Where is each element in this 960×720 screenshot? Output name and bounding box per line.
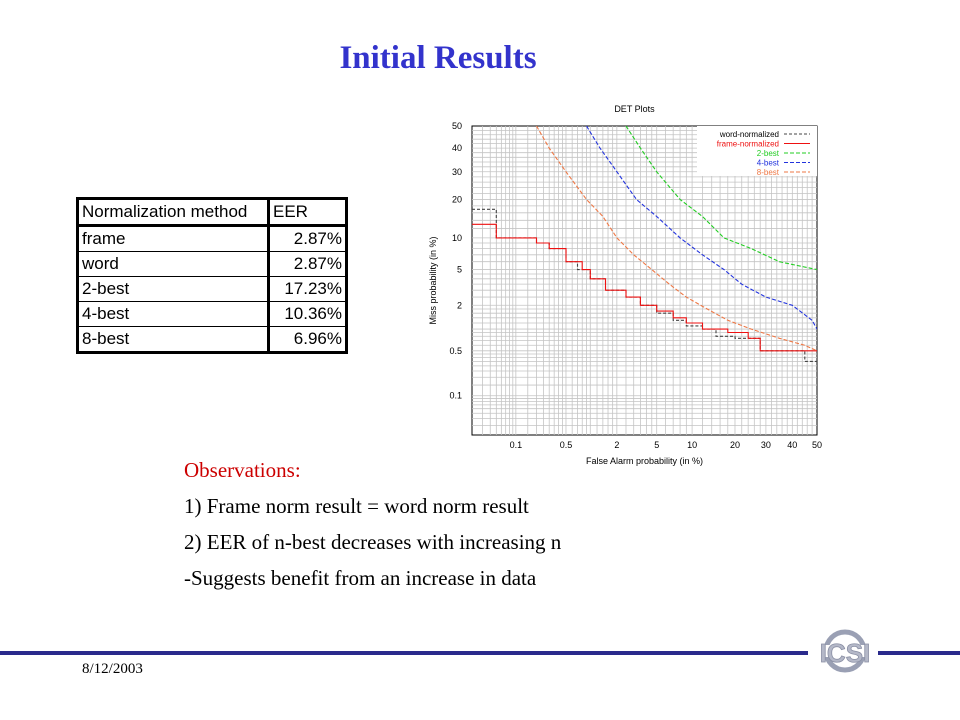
observation-line: 1) Frame norm result = word norm result — [184, 494, 529, 518]
eer-cell: 2.87% — [268, 225, 347, 252]
method-cell: 4-best — [77, 301, 270, 327]
x-tick-label: 20 — [730, 440, 740, 450]
y-tick-label: 0.1 — [449, 391, 462, 401]
header-method: Normalization method — [77, 198, 270, 227]
legend-label: 2-best — [757, 149, 780, 158]
x-tick-label: 2 — [614, 440, 619, 450]
series-line-4-best — [586, 126, 817, 330]
results-table: Normalization method EER frame 2.87% wor… — [76, 197, 348, 354]
eer-cell: 6.96% — [268, 326, 347, 353]
series-line-frame-normalized — [472, 223, 817, 352]
y-axis-label: Miss probability (in %) — [428, 236, 438, 324]
y-tick-label: 10 — [452, 233, 462, 243]
table-row: word 2.87% — [77, 251, 347, 277]
plot-area — [471, 125, 818, 436]
y-tick-label: 5 — [457, 265, 462, 275]
eer-cell: 2.87% — [268, 251, 347, 277]
method-cell: word — [77, 251, 270, 277]
table-header-row: Normalization method EER — [77, 198, 347, 227]
table-row: 8-best 6.96% — [77, 326, 347, 353]
y-tick-label: 20 — [452, 194, 462, 204]
table-row: 4-best 10.36% — [77, 301, 347, 327]
footer-date: 8/12/2003 — [82, 661, 143, 677]
table-row: 2-best 17.23% — [77, 276, 347, 302]
legend-label: frame-normalized — [717, 140, 779, 149]
det-plot-chart: 0.1 0.5 2 5 10 20 30 40 50 0.1 0.5 2 5 10 20 30 40 50 DET … — [428, 104, 822, 466]
x-tick-label: 5 — [654, 440, 659, 450]
x-tick-label: 0.5 — [560, 440, 573, 450]
footer-bar-right — [878, 651, 960, 655]
series-line-2-best — [625, 126, 817, 271]
x-axis-label: False Alarm probability (in %) — [586, 456, 703, 466]
method-cell: 8-best — [77, 326, 270, 353]
y-tick-label: 50 — [452, 121, 462, 131]
observation-line: 2) EER of n-best decreases with increasi… — [184, 530, 562, 554]
chart-title: DET Plots — [614, 104, 655, 114]
eer-cell: 17.23% — [268, 276, 347, 302]
y-tick-label: 0.5 — [449, 346, 462, 356]
footer-bar-left — [0, 651, 808, 655]
y-tick-label: 40 — [452, 143, 462, 153]
slide-title: Initial Results — [339, 40, 537, 76]
eer-cell: 10.36% — [268, 301, 347, 327]
logo-text: ICSI — [820, 638, 871, 668]
y-tick-label: 30 — [452, 167, 462, 177]
icsi-logo: ICSI — [817, 629, 873, 673]
observations-block: Observations: 1) Frame norm result = wor… — [184, 452, 561, 596]
x-tick-label: 10 — [687, 440, 697, 450]
x-tick-label: 30 — [761, 440, 771, 450]
legend-label: word-normalized — [719, 130, 779, 139]
method-cell: 2-best — [77, 276, 270, 302]
observation-line: -Suggests benefit from an increase in da… — [184, 566, 537, 590]
y-tick-label: 2 — [457, 300, 462, 310]
method-cell: frame — [77, 225, 270, 252]
observations-heading: Observations: — [184, 458, 301, 482]
x-tick-label: 0.1 — [510, 440, 523, 450]
legend-label: 4-best — [757, 159, 780, 168]
header-eer: EER — [268, 198, 347, 227]
x-tick-label: 40 — [787, 440, 797, 450]
legend-label: 8-best — [757, 168, 780, 177]
x-tick-label: 50 — [812, 440, 822, 450]
table-row: frame 2.87% — [77, 225, 347, 252]
